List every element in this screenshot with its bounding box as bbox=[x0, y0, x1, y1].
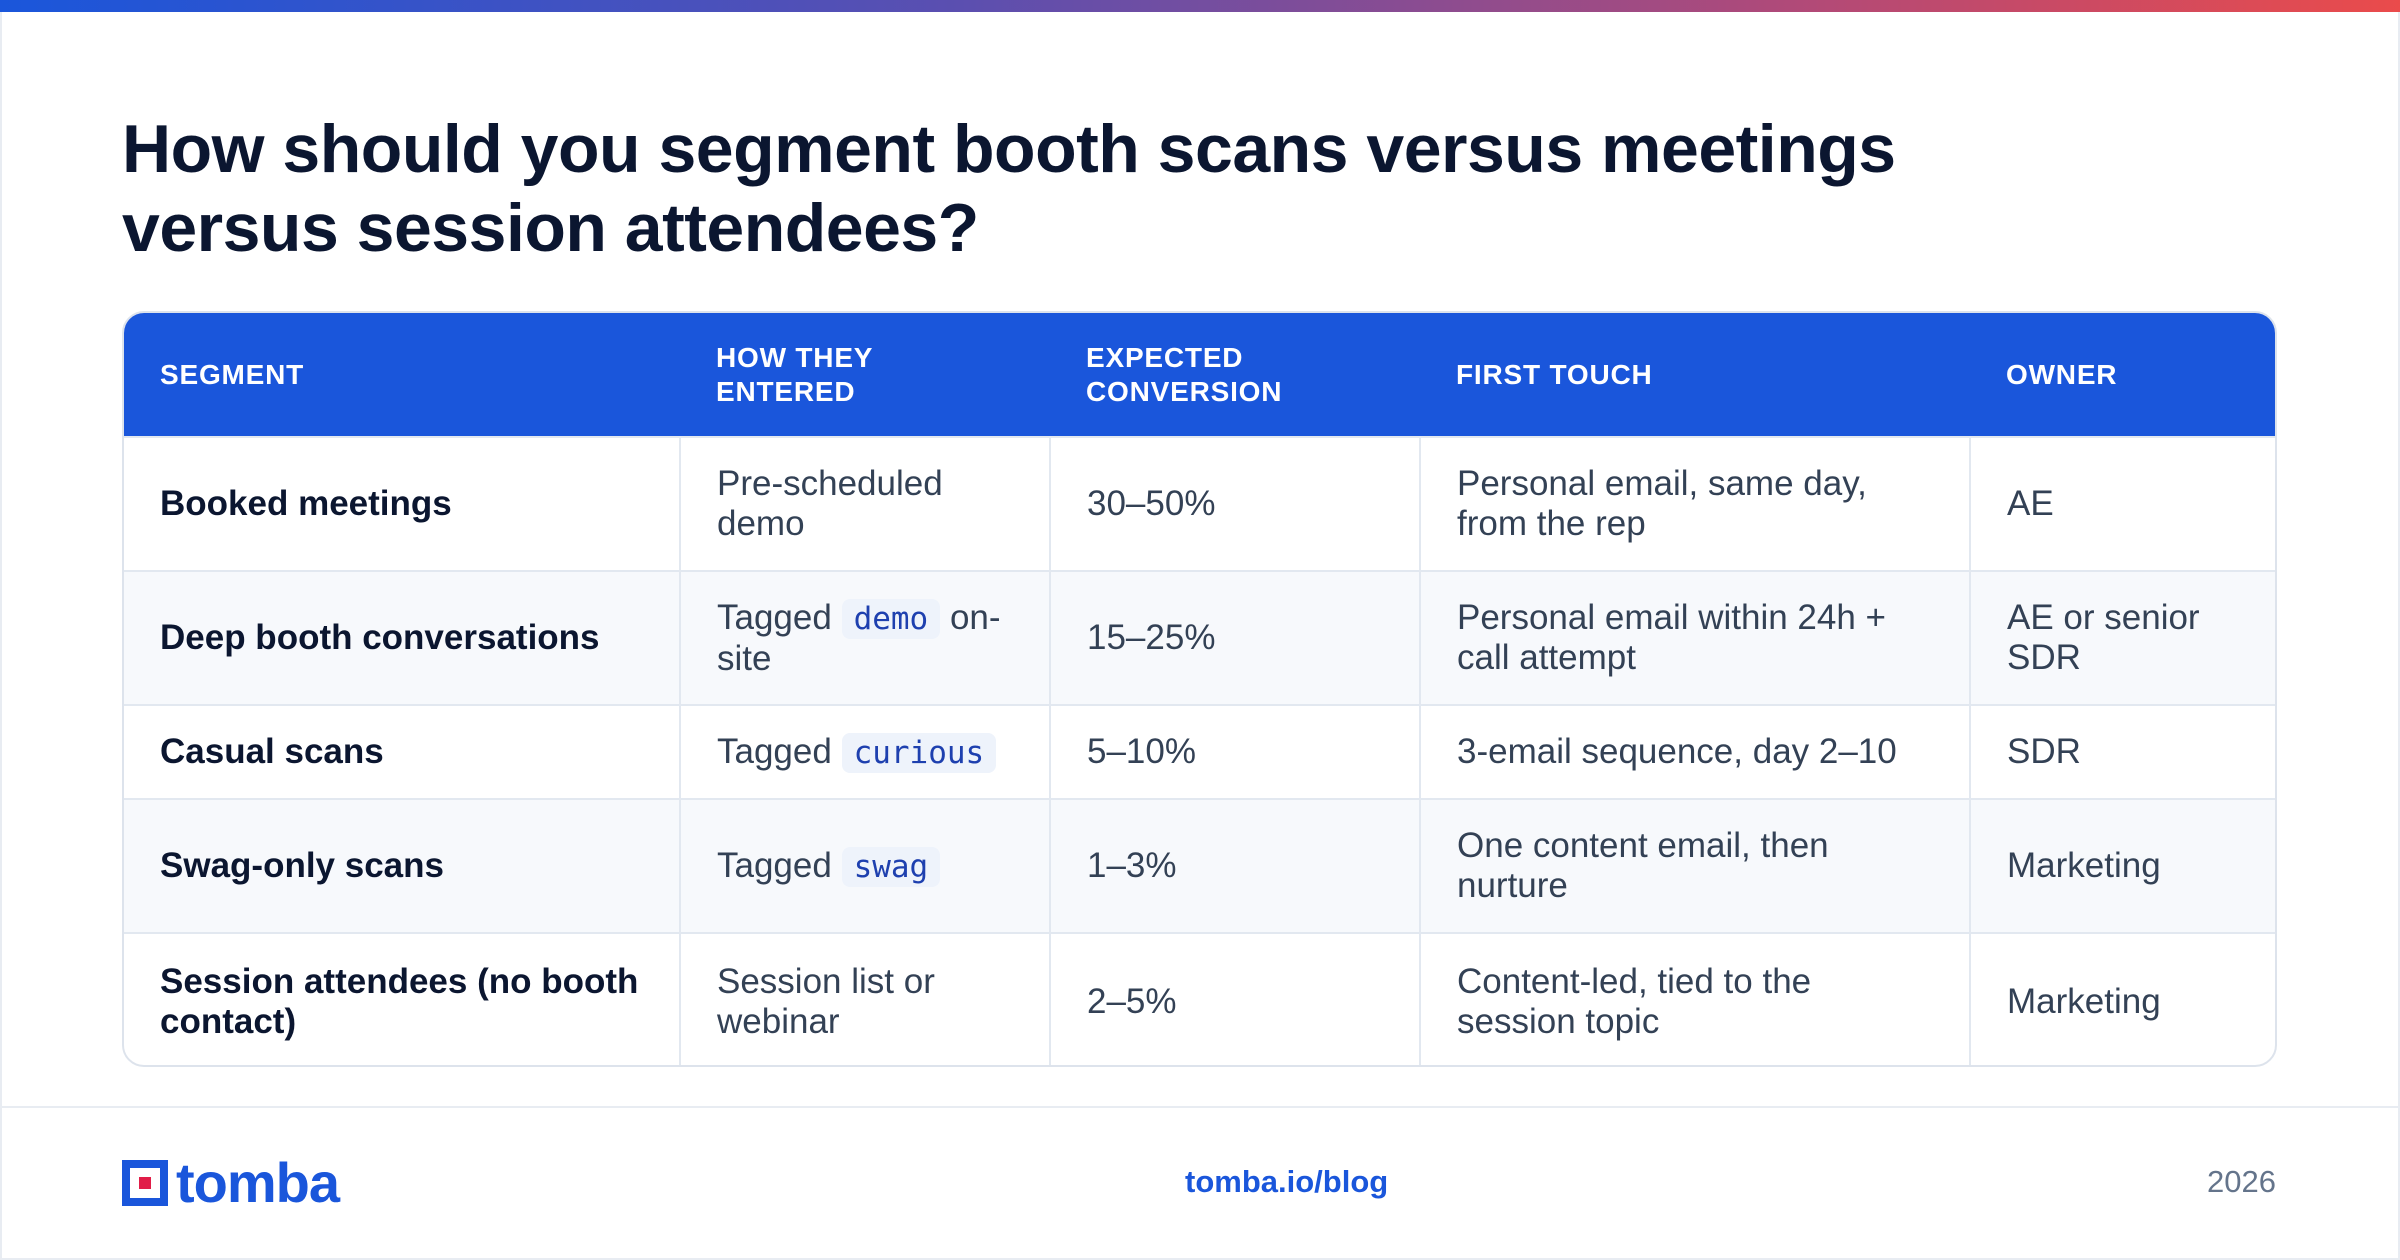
cell-entered: Tagged curious bbox=[679, 704, 1050, 799]
tomba-logo[interactable]: tomba bbox=[122, 1151, 340, 1214]
footer-year: 2026 bbox=[2207, 1164, 2276, 1199]
segment-table: SEGMENT HOW THEY ENTERED EXPECTED CONVER… bbox=[122, 311, 2277, 1067]
cell-conversion: 15–25% bbox=[1049, 570, 1420, 705]
cell-conversion: 30–50% bbox=[1049, 436, 1420, 571]
tag-code: curious bbox=[841, 732, 997, 773]
tag-code: swag bbox=[841, 846, 941, 887]
entered-text: Tagged bbox=[717, 731, 832, 771]
cell-entered: Tagged swag bbox=[679, 798, 1050, 933]
entered-text: Session list or webinar bbox=[717, 961, 935, 1041]
cell-segment: Session attendees (no booth contact) bbox=[124, 932, 680, 1065]
cell-segment: Booked meetings bbox=[124, 436, 680, 571]
cell-entered: Pre-scheduled demo bbox=[679, 436, 1050, 571]
entered-text: Tagged bbox=[717, 597, 832, 637]
table-row: Casual scans Tagged curious 5–10% 3-emai… bbox=[124, 704, 2275, 799]
cell-segment: Deep booth conversations bbox=[124, 570, 680, 705]
cell-first-touch: Personal email within 24h + call attempt bbox=[1419, 570, 1970, 705]
cell-owner: AE bbox=[1969, 436, 2275, 571]
cell-first-touch: Content-led, tied to the session topic bbox=[1419, 932, 1970, 1065]
cell-owner: Marketing bbox=[1969, 932, 2275, 1065]
cell-owner: SDR bbox=[1969, 704, 2275, 799]
cell-conversion: 1–3% bbox=[1049, 798, 1420, 933]
table-row: Swag-only scans Tagged swag 1–3% One con… bbox=[124, 798, 2275, 933]
logo-text: tomba bbox=[176, 1151, 340, 1214]
table-row: Deep booth conversations Tagged demo on-… bbox=[124, 570, 2275, 705]
header-segment: SEGMENT bbox=[160, 358, 305, 390]
gradient-top-bar bbox=[0, 0, 2400, 12]
header-how-they-entered: HOW THEY ENTERED bbox=[716, 341, 873, 407]
entered-text-suffix: on-site bbox=[717, 597, 1001, 678]
cell-entered: Session list or webinar bbox=[679, 932, 1050, 1065]
footer-divider bbox=[0, 1106, 2400, 1108]
cell-entered: Tagged demo on-site bbox=[679, 570, 1050, 705]
table-row: Booked meetings Pre-scheduled demo 30–50… bbox=[124, 436, 2275, 571]
tag-code: demo bbox=[841, 598, 941, 639]
logo-mark-icon bbox=[122, 1160, 168, 1206]
table-row: Session attendees (no booth contact) Ses… bbox=[124, 932, 2275, 1065]
blog-link[interactable]: tomba.io/blog bbox=[1185, 1164, 1389, 1199]
entered-text: Pre-scheduled demo bbox=[717, 464, 943, 543]
cell-first-touch: Personal email, same day, from the rep bbox=[1419, 436, 1970, 571]
table-header-row: SEGMENT HOW THEY ENTERED EXPECTED CONVER… bbox=[124, 313, 2275, 437]
cell-segment: Casual scans bbox=[124, 704, 680, 799]
cell-segment: Swag-only scans bbox=[124, 798, 680, 933]
header-first-touch: FIRST TOUCH bbox=[1456, 358, 1653, 390]
cell-owner: Marketing bbox=[1969, 798, 2275, 933]
cell-first-touch: One content email, then nurture bbox=[1419, 798, 1970, 933]
entered-text: Tagged bbox=[717, 845, 832, 885]
page-title: How should you segment booth scans versu… bbox=[122, 111, 1896, 266]
header-expected-conversion: EXPECTED CONVERSION bbox=[1086, 341, 1283, 407]
cell-owner: AE or senior SDR bbox=[1969, 570, 2275, 705]
header-owner: OWNER bbox=[2006, 358, 2118, 390]
cell-conversion: 2–5% bbox=[1049, 932, 1420, 1065]
cell-conversion: 5–10% bbox=[1049, 704, 1420, 799]
cell-first-touch: 3-email sequence, day 2–10 bbox=[1419, 704, 1970, 799]
